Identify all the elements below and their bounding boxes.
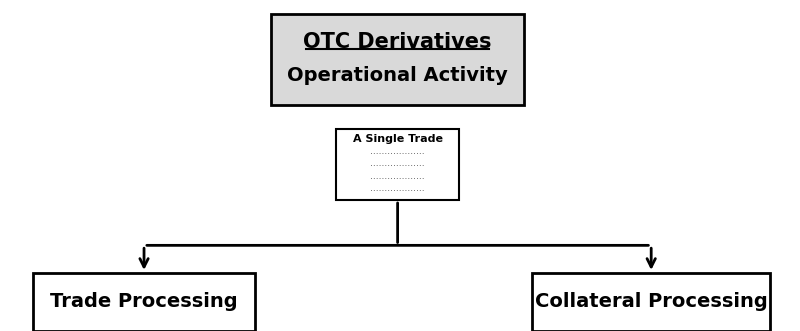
Text: OTC Derivatives: OTC Derivatives [303,32,492,52]
FancyBboxPatch shape [532,273,770,331]
Text: ...................: ................... [370,160,425,168]
Text: Operational Activity: Operational Activity [287,66,508,85]
Text: Collateral Processing: Collateral Processing [535,292,767,311]
FancyBboxPatch shape [271,14,525,105]
FancyBboxPatch shape [33,273,255,331]
Text: A Single Trade: A Single Trade [353,134,442,144]
Text: ...................: ................... [370,184,425,193]
Text: ...................: ................... [370,147,425,156]
FancyBboxPatch shape [336,129,459,200]
Text: Trade Processing: Trade Processing [50,292,238,311]
Text: ...................: ................... [370,172,425,181]
